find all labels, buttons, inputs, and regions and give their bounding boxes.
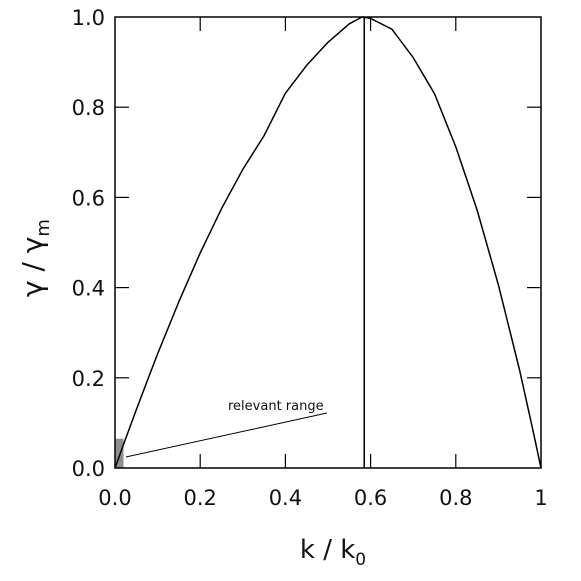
x-tick-label: 1	[534, 486, 547, 510]
annotation-label: relevant range	[228, 399, 324, 414]
x-axis-label-subscript: 0	[355, 550, 366, 570]
y-axis-label-subscript: m	[33, 219, 54, 237]
axis-ticks: 0.0 0.2 0.4 0.6 0.8 1 0.0 0.2 0.4 0.6 0.8 1.0	[72, 6, 548, 510]
shaded-region	[115, 438, 124, 468]
y-tick-label: 1.0	[72, 6, 105, 30]
y-tick-label: 0.8	[72, 96, 105, 120]
y-axis-label-main: γ / γ	[16, 237, 49, 297]
x-tick-label: 0.2	[183, 486, 216, 510]
curve-line	[114, 16, 542, 469]
y-tick-label: 0.2	[72, 367, 105, 391]
x-tick-label: 0.4	[269, 486, 302, 510]
y-tick-label: 0.4	[72, 277, 105, 301]
y-axis-label: γ / γm	[16, 219, 54, 297]
annotation-leader-line	[125, 412, 328, 458]
x-axis-label: k / k0	[300, 535, 366, 570]
plot-frame	[114, 16, 542, 469]
y-tick-label: 0.6	[72, 186, 105, 210]
chart-marks	[114, 16, 542, 469]
x-axis-label-main: k / k	[300, 535, 355, 565]
x-tick-label: 0.0	[98, 486, 131, 510]
x-tick-label: 0.8	[439, 486, 472, 510]
x-tick-label: 0.6	[354, 486, 387, 510]
y-tick-label: 0.0	[72, 457, 105, 481]
